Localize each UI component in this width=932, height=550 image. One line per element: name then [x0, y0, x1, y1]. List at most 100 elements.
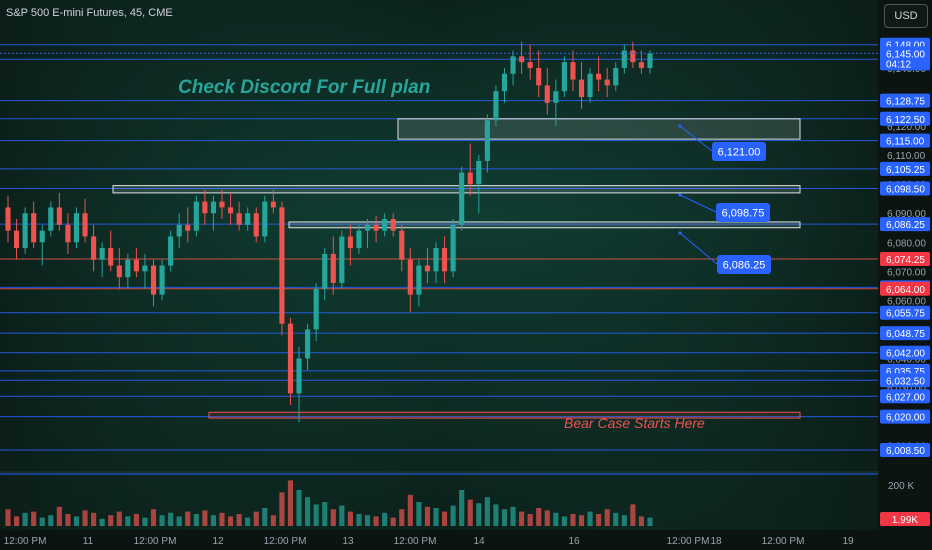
level-price-label: 6,055.75 — [886, 309, 925, 320]
candle — [253, 213, 259, 237]
candle — [356, 230, 362, 249]
volume-bar — [399, 509, 405, 526]
candle — [467, 172, 473, 185]
volume-bar — [296, 490, 302, 526]
x-tick-label: 11 — [83, 536, 94, 547]
candle — [501, 73, 508, 92]
candle — [39, 230, 45, 243]
candle — [31, 213, 37, 243]
bear-case-annotation: Bear Case Starts Here — [564, 415, 705, 431]
candle — [459, 172, 465, 225]
candle — [570, 62, 576, 80]
volume-bar — [647, 517, 653, 526]
volume-axis-label: 200 K — [888, 481, 914, 492]
level-price-label: 6,008.50 — [886, 446, 925, 457]
candle — [65, 224, 71, 243]
candle — [322, 253, 328, 289]
volume-badge-label: 1.99K — [892, 515, 918, 526]
candle — [210, 201, 217, 214]
candle — [313, 288, 319, 330]
candle — [279, 207, 285, 324]
candle — [527, 62, 533, 68]
candle — [305, 329, 311, 359]
level-price-label: 6,074.25 — [886, 255, 925, 266]
level-price-badge — [880, 305, 930, 320]
volume-bar — [493, 504, 499, 526]
candle — [519, 56, 525, 63]
volume-bar — [108, 515, 114, 526]
currency-button[interactable]: USD — [884, 4, 928, 28]
volume-bar — [604, 509, 610, 526]
discord-annotation: Check Discord For Full plan — [178, 77, 430, 98]
level-price-label: 6,032.50 — [886, 376, 925, 387]
price-callout-label: 6,086.25 — [723, 260, 766, 272]
volume-bar — [210, 515, 217, 526]
volume-bar — [519, 511, 525, 526]
candle — [185, 224, 191, 231]
candle — [245, 213, 251, 225]
y-tick-label: 6,090.00 — [887, 209, 926, 220]
volume-bar — [570, 514, 576, 526]
candle — [56, 207, 62, 225]
candle — [13, 230, 20, 249]
volume-bar — [185, 511, 191, 526]
level-price-badge — [880, 181, 930, 196]
candle — [82, 213, 88, 237]
volume-bar — [390, 517, 396, 526]
candle — [621, 50, 627, 68]
current-price-badge — [880, 46, 930, 71]
candle — [407, 259, 413, 295]
callout-connector — [679, 125, 713, 152]
volume-bar — [31, 511, 37, 526]
volume-bar — [416, 502, 422, 526]
volume-bar — [587, 511, 593, 526]
candle — [159, 265, 165, 295]
candle — [219, 201, 225, 208]
candle — [364, 224, 371, 231]
volume-bar — [339, 505, 345, 526]
volume-bar — [227, 516, 234, 526]
volume-bar — [142, 517, 148, 526]
level-price-label: 6,105.25 — [886, 165, 925, 176]
y-tick-label: 6,080.00 — [887, 238, 926, 249]
y-tick-label: 6,110.00 — [887, 151, 926, 162]
volume-bar — [236, 514, 242, 526]
candle — [236, 213, 242, 225]
volume-bar — [202, 510, 208, 526]
candle — [578, 79, 585, 98]
candle — [116, 265, 122, 278]
volume-bar — [638, 516, 645, 526]
level-price-label: 6,086.25 — [886, 220, 925, 231]
countdown-label: 04:12 — [886, 59, 911, 70]
candle — [91, 236, 97, 260]
x-tick-label: 12:00 PM — [667, 536, 710, 547]
volume-bar — [501, 509, 508, 526]
volume-bar — [5, 509, 11, 526]
candle — [73, 213, 80, 243]
y-tick-label: 6,060.00 — [887, 296, 926, 307]
candle — [373, 224, 379, 231]
volume-bar — [91, 512, 97, 526]
level-price-badge — [880, 373, 930, 388]
callout-anchor — [678, 193, 682, 197]
current-price-label: 6,145.00 — [886, 49, 925, 60]
candle — [613, 67, 619, 86]
price-callout — [717, 255, 771, 274]
volume-bar — [424, 506, 431, 526]
volume-bar — [159, 515, 165, 526]
level-price-badge — [880, 133, 930, 148]
candle — [262, 201, 268, 237]
volume-bar — [22, 512, 28, 526]
volume-bar — [459, 490, 465, 526]
y-tick-label: 6,040.00 — [887, 355, 926, 366]
volume-bar — [279, 492, 285, 526]
level-price-label: 6,128.75 — [886, 97, 925, 108]
candle — [193, 201, 199, 231]
volume-bar — [168, 512, 174, 526]
level-price-label: 6,035.75 — [886, 367, 925, 378]
candle — [510, 56, 516, 74]
volume-bar — [13, 516, 20, 526]
volume-bar — [621, 515, 627, 526]
volume-bar — [441, 511, 448, 526]
